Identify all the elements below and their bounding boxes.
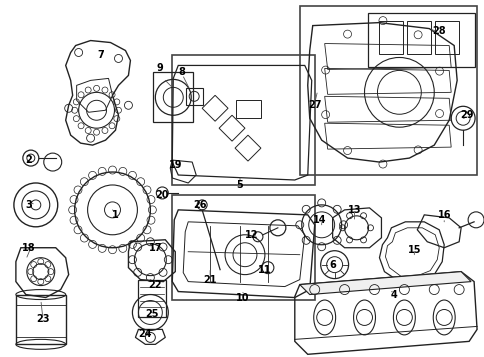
- Text: 6: 6: [329, 260, 335, 270]
- Text: 10: 10: [236, 292, 249, 302]
- Bar: [299, 6, 476, 175]
- Bar: [407, 21, 430, 55]
- Text: 16: 16: [437, 210, 450, 220]
- Text: 15: 15: [407, 245, 420, 255]
- Text: 8: 8: [179, 67, 185, 77]
- Text: 29: 29: [459, 110, 473, 120]
- Bar: [434, 21, 458, 55]
- Text: 4: 4: [390, 290, 397, 300]
- Text: 14: 14: [312, 215, 326, 225]
- Text: 27: 27: [307, 100, 321, 110]
- Bar: [172, 55, 314, 185]
- Text: 21: 21: [203, 275, 216, 285]
- Text: 19: 19: [168, 160, 182, 170]
- Bar: [172, 195, 314, 300]
- Text: 12: 12: [245, 230, 258, 240]
- Text: 20: 20: [155, 190, 169, 200]
- Text: 9: 9: [157, 64, 164, 74]
- Polygon shape: [299, 272, 470, 295]
- Text: 18: 18: [22, 243, 35, 253]
- Text: 17: 17: [148, 243, 162, 253]
- Bar: [236, 100, 260, 118]
- Bar: [138, 280, 166, 317]
- Text: 22: 22: [148, 280, 162, 290]
- Bar: [367, 12, 474, 67]
- Text: 1: 1: [112, 210, 119, 220]
- Text: 7: 7: [97, 50, 104, 60]
- Text: 25: 25: [145, 310, 159, 320]
- Text: 11: 11: [257, 265, 271, 275]
- Text: 2: 2: [25, 155, 32, 165]
- Text: 28: 28: [432, 26, 445, 36]
- Text: 13: 13: [347, 205, 361, 215]
- Bar: [378, 21, 403, 55]
- Text: 5: 5: [236, 180, 243, 190]
- Bar: [16, 295, 65, 345]
- Text: 26: 26: [193, 200, 207, 210]
- Text: 3: 3: [25, 200, 32, 210]
- Bar: [186, 88, 203, 105]
- Bar: [153, 72, 193, 122]
- Text: 24: 24: [138, 330, 152, 340]
- Text: 23: 23: [36, 315, 49, 325]
